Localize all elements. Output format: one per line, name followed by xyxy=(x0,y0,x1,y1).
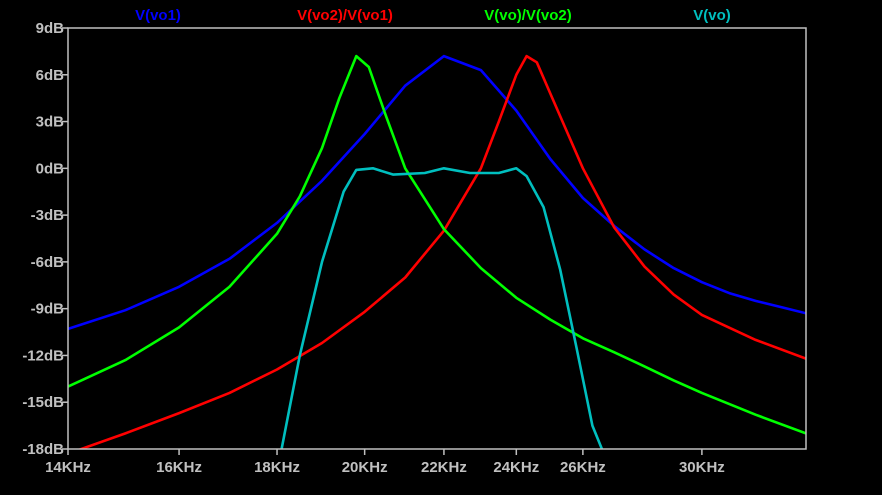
x-tick-label: 30KHz xyxy=(679,459,725,476)
y-tick-label: -3dB xyxy=(31,207,65,224)
legend-entry-2[interactable]: V(vo)/V(vo2) xyxy=(484,7,572,24)
x-tick-label: 18KHz xyxy=(254,459,300,476)
x-tick-label: 20KHz xyxy=(342,459,388,476)
y-tick-label: -15dB xyxy=(22,394,64,411)
legend-entry-3[interactable]: V(vo) xyxy=(693,7,731,24)
y-tick-label: -9dB xyxy=(31,301,65,318)
y-tick-label: 3dB xyxy=(36,114,65,131)
x-tick-label: 24KHz xyxy=(493,459,539,476)
x-tick-label: 22KHz xyxy=(421,459,467,476)
x-tick-label: 16KHz xyxy=(156,459,202,476)
legend-entry-0[interactable]: V(vo1) xyxy=(135,7,181,24)
x-tick-label: 14KHz xyxy=(45,459,91,476)
legend-entry-1[interactable]: V(vo2)/V(vo1) xyxy=(297,7,393,24)
y-tick-label: -12dB xyxy=(22,347,64,364)
y-tick-label: -6dB xyxy=(31,254,65,271)
y-tick-label: 6dB xyxy=(36,67,65,84)
y-tick-label: -18dB xyxy=(22,441,64,458)
x-tick-label: 26KHz xyxy=(560,459,606,476)
y-tick-label: 9dB xyxy=(36,20,65,37)
y-tick-label: 0dB xyxy=(36,160,65,177)
